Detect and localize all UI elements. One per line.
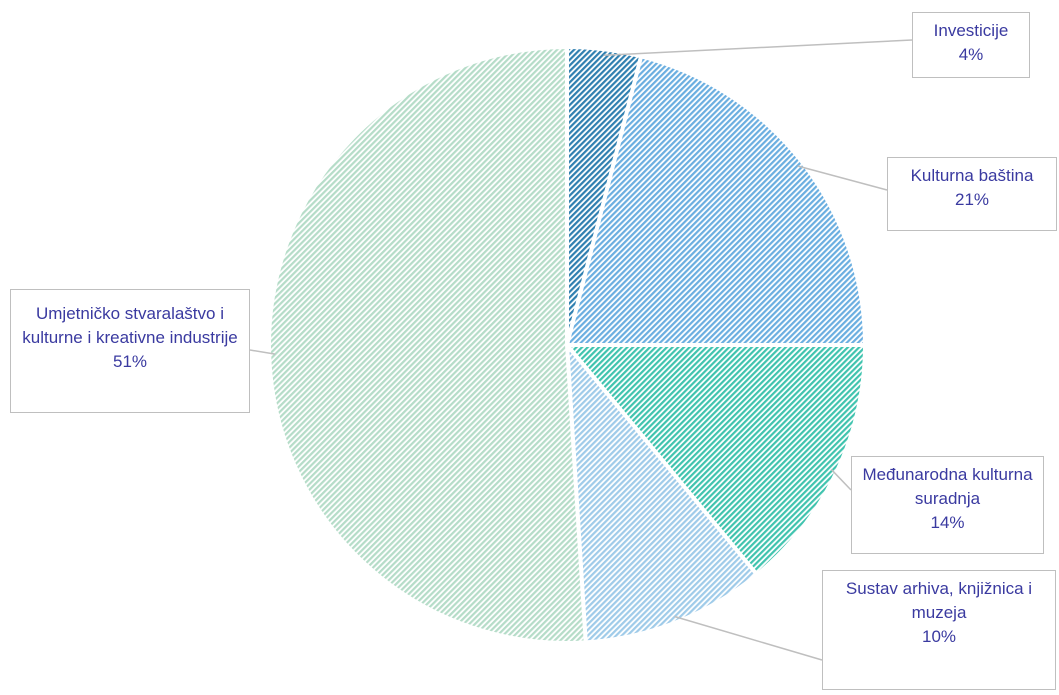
slice-label: Kulturna baština (892, 164, 1052, 188)
slice-value-label: 51% (15, 350, 245, 374)
slice-label: Umjetničko stvaralaštvo i kulturne i kre… (15, 302, 245, 350)
slice-value-label: 10% (827, 625, 1051, 649)
callout-investicije: Investicije 4% (912, 12, 1030, 78)
slice-value-label: 21% (892, 188, 1052, 212)
pie-slice-4 (269, 47, 586, 643)
callout-kulturna-bastina: Kulturna baština 21% (887, 157, 1057, 231)
callout-sustav-arhiva: Sustav arhiva, knjižnica i muzeja 10% (822, 570, 1056, 690)
callout-umjetnicko-stvaralastvo: Umjetničko stvaralaštvo i kulturne i kre… (10, 289, 250, 413)
slice-value-label: 14% (856, 511, 1039, 535)
slice-label: Sustav arhiva, knjižnica i muzeja (827, 577, 1051, 625)
leader-line-0 (604, 40, 912, 55)
slice-value-label: 4% (917, 43, 1025, 67)
callout-medunarodna-kulturna-suradnja: Međunarodna kulturna suradnja 14% (851, 456, 1044, 554)
slice-label: Investicije (917, 19, 1025, 43)
slice-label: Međunarodna kulturna suradnja (856, 463, 1039, 511)
leader-line-3 (674, 616, 822, 660)
